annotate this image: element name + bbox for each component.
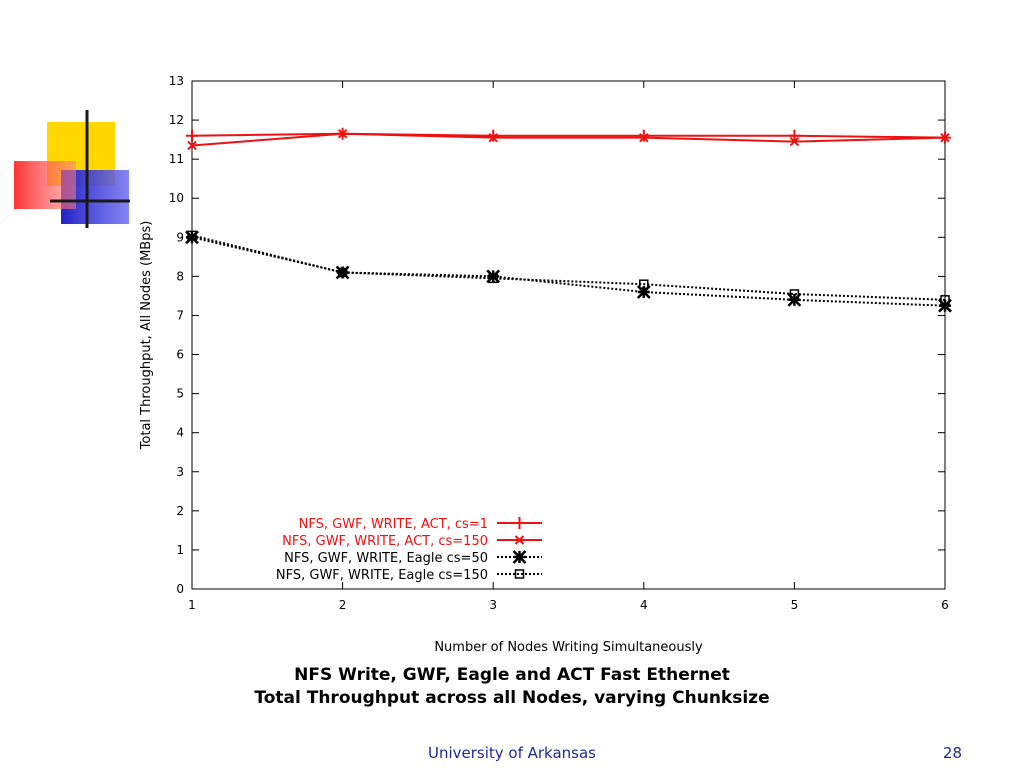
y-axis-label: Total Throughput, All Nodes (MBps) <box>139 221 154 451</box>
marker-x <box>789 136 800 147</box>
legend-label: NFS, GWF, WRITE, Eagle cs=50 <box>284 551 488 566</box>
x-tick-label: 4 <box>640 598 648 612</box>
legend-label: NFS, GWF, WRITE, ACT, cs=1 <box>299 517 488 532</box>
x-tick-label: 5 <box>791 598 799 612</box>
marker-box <box>488 273 498 284</box>
legend-entry-4: NFS, GWF, WRITE, Eagle cs=150 <box>276 568 542 583</box>
series-2 <box>187 129 950 151</box>
caption-line-2: Total Throughput across all Nodes, varyi… <box>254 688 770 708</box>
series-4 <box>187 230 950 305</box>
y-tick-label: 3 <box>176 465 184 479</box>
chart-legend: NFS, GWF, WRITE, ACT, cs=1 NFS, GWF, WRIT… <box>276 517 542 583</box>
series-line <box>191 132 946 139</box>
y-tick-label: 4 <box>176 426 184 440</box>
y-tick-label: 2 <box>176 504 184 518</box>
caption-line-1: NFS Write, GWF, Eagle and ACT Fast Ether… <box>294 665 730 685</box>
slide-corner-decoration <box>14 110 130 228</box>
marker-x <box>187 140 197 151</box>
series-1 <box>186 127 951 144</box>
y-tick-label: 5 <box>176 387 184 401</box>
slide-caption: NFS Write, GWF, Eagle and ACT Fast Ether… <box>0 664 1024 710</box>
marker-x <box>940 132 950 143</box>
footer-institution: University of Arkansas <box>427 744 597 762</box>
page-number: 28 <box>942 744 962 762</box>
legend-label: NFS, GWF, WRITE, ACT, cs=150 <box>282 534 488 549</box>
y-tick-label: 6 <box>176 348 184 362</box>
marker-plus <box>186 129 198 142</box>
marker-x <box>337 129 348 139</box>
marker-plus <box>637 129 650 142</box>
x-tick-label: 6 <box>941 598 949 612</box>
marker-star <box>512 550 527 564</box>
x-tick-label: 2 <box>339 598 347 612</box>
x-tick-label: 1 <box>188 598 196 612</box>
plot-frame <box>191 80 946 590</box>
series-line <box>191 234 946 301</box>
legend-entry-2: NFS, GWF, WRITE, ACT, cs=150 <box>282 534 542 549</box>
legend-entry-1: NFS, GWF, WRITE, ACT, cs=1 <box>299 517 542 532</box>
legend-label: NFS, GWF, WRITE, Eagle cs=150 <box>276 568 488 583</box>
y-tick-label: 1 <box>176 543 184 557</box>
marker-box <box>187 230 197 241</box>
marker-plus <box>513 517 526 529</box>
marker-box <box>940 295 950 305</box>
y-tick-label: 9 <box>176 230 184 244</box>
y-tick-label: 7 <box>176 308 184 322</box>
y-tick-label: 11 <box>169 152 184 166</box>
x-axis-label: Number of Nodes Writing Simultaneously <box>434 640 703 655</box>
marker-plus <box>487 129 500 142</box>
y-tick-label: 8 <box>176 269 184 283</box>
y-tick-label: 12 <box>169 113 184 127</box>
marker-box <box>789 289 800 299</box>
marker-x <box>639 132 649 143</box>
legend-entry-3: NFS, GWF, WRITE, Eagle cs=50 <box>284 550 542 566</box>
series-3 <box>185 230 952 313</box>
series-line <box>191 132 946 147</box>
x-tick-label: 3 <box>489 598 497 612</box>
marker-box <box>514 569 525 579</box>
chart-series <box>185 127 952 313</box>
y-tick-label: 0 <box>176 582 184 596</box>
marker-box <box>639 279 649 289</box>
marker-x <box>488 132 498 143</box>
y-tick-label: 10 <box>169 191 184 205</box>
marker-x <box>514 535 525 545</box>
marker-plus <box>788 129 801 142</box>
y-tick-label: 13 <box>169 74 184 88</box>
marker-box <box>337 267 348 278</box>
